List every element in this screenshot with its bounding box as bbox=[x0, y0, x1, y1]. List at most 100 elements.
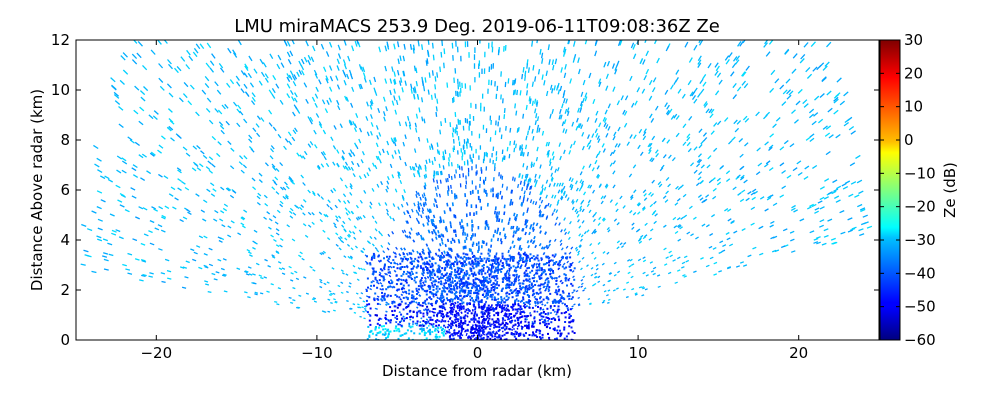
echo-pixel bbox=[448, 278, 451, 281]
echo-pixel bbox=[512, 259, 514, 262]
echo-pixel bbox=[461, 302, 464, 305]
echo-pixel bbox=[437, 324, 440, 327]
echo-gate bbox=[521, 151, 524, 157]
echo-pixel bbox=[555, 291, 558, 294]
echo-pixel bbox=[405, 272, 408, 275]
echo-gate bbox=[589, 243, 593, 247]
echo-pixel bbox=[525, 269, 528, 272]
echo-gate bbox=[365, 295, 369, 298]
echo-gate bbox=[593, 256, 597, 260]
echo-gate bbox=[499, 190, 502, 195]
echo-gate bbox=[438, 193, 441, 198]
echo-pixel bbox=[427, 330, 430, 333]
echo-gate bbox=[397, 171, 400, 176]
echo-gate bbox=[607, 298, 611, 301]
echo-gate bbox=[385, 208, 389, 213]
echo-gate bbox=[650, 228, 654, 232]
echo-pixel bbox=[462, 316, 465, 319]
echo-pixel bbox=[423, 331, 426, 334]
echo-gate bbox=[714, 62, 719, 68]
echo-gate bbox=[203, 235, 208, 239]
echo-pixel bbox=[557, 290, 560, 293]
echo-gate bbox=[741, 80, 747, 86]
echo-gate bbox=[735, 55, 741, 61]
echo-gate bbox=[676, 198, 681, 202]
echo-pixel bbox=[524, 306, 526, 309]
echo-gate bbox=[592, 189, 596, 194]
echo-gate bbox=[293, 104, 298, 110]
echo-pixel bbox=[481, 284, 483, 287]
echo-gate bbox=[731, 136, 736, 141]
echo-gate bbox=[642, 256, 646, 260]
echo-pixel bbox=[456, 276, 458, 279]
echo-gate bbox=[268, 89, 273, 95]
echo-gate bbox=[652, 266, 657, 270]
echo-gate bbox=[566, 306, 570, 310]
echo-gate bbox=[340, 269, 344, 272]
echo-gate bbox=[597, 241, 601, 245]
echo-gate bbox=[398, 311, 401, 314]
echo-gate bbox=[449, 303, 453, 307]
echo-gate bbox=[192, 258, 197, 262]
echo-gate bbox=[553, 208, 556, 213]
echo-gate bbox=[272, 74, 277, 81]
echo-gate bbox=[576, 252, 580, 256]
echo-gate bbox=[566, 197, 570, 201]
echo-pixel bbox=[450, 273, 453, 276]
echo-pixel bbox=[554, 338, 556, 340]
echo-gate bbox=[302, 182, 306, 186]
echo-pixel bbox=[550, 321, 553, 324]
echo-gate bbox=[140, 177, 146, 181]
echo-gate bbox=[625, 295, 629, 299]
echo-pixel bbox=[531, 306, 534, 309]
echo-pixel bbox=[440, 256, 443, 259]
echo-gate bbox=[453, 287, 456, 290]
echo-pixel bbox=[405, 306, 408, 309]
echo-pixel bbox=[496, 302, 499, 305]
echo-pixel bbox=[442, 327, 444, 330]
echo-pixel bbox=[381, 284, 384, 287]
echo-pixel bbox=[482, 329, 485, 332]
echo-gate bbox=[372, 279, 375, 283]
echo-gate bbox=[607, 229, 611, 233]
echo-gate bbox=[460, 299, 463, 302]
echo-gate bbox=[222, 207, 228, 212]
echo-pixel bbox=[503, 257, 506, 260]
echo-gate bbox=[470, 318, 473, 321]
echo-pixel bbox=[462, 276, 465, 279]
echo-gate bbox=[256, 132, 261, 138]
echo-pixel bbox=[450, 322, 453, 325]
echo-gate bbox=[528, 311, 532, 315]
echo-gate bbox=[711, 177, 716, 181]
echo-gate bbox=[336, 58, 340, 65]
echo-gate bbox=[119, 79, 125, 85]
echo-gate bbox=[343, 63, 348, 70]
echo-gate bbox=[634, 293, 638, 296]
echo-gate bbox=[419, 165, 422, 170]
echo-gate bbox=[553, 85, 556, 91]
echo-gate bbox=[424, 167, 427, 172]
echo-pixel bbox=[436, 314, 439, 317]
echo-pixel bbox=[455, 291, 457, 294]
echo-gate bbox=[584, 40, 588, 45]
echo-gate bbox=[682, 193, 687, 198]
echo-pixel bbox=[456, 270, 459, 273]
echo-gate bbox=[229, 79, 235, 85]
echo-gate bbox=[245, 91, 250, 97]
echo-pixel bbox=[376, 286, 379, 289]
echo-gate bbox=[675, 185, 679, 190]
echo-gate bbox=[444, 149, 447, 155]
echo-pixel bbox=[448, 290, 451, 293]
echo-gate bbox=[303, 56, 308, 63]
echo-gate bbox=[833, 195, 840, 199]
echo-gate bbox=[216, 152, 221, 158]
echo-pixel bbox=[458, 306, 461, 309]
echo-pixel bbox=[387, 333, 390, 336]
echo-pixel bbox=[453, 321, 456, 324]
echo-pixel bbox=[365, 299, 368, 302]
echo-gate bbox=[549, 259, 553, 263]
echo-gate bbox=[756, 147, 761, 152]
echo-gate bbox=[124, 209, 130, 213]
echo-gate bbox=[730, 71, 735, 77]
